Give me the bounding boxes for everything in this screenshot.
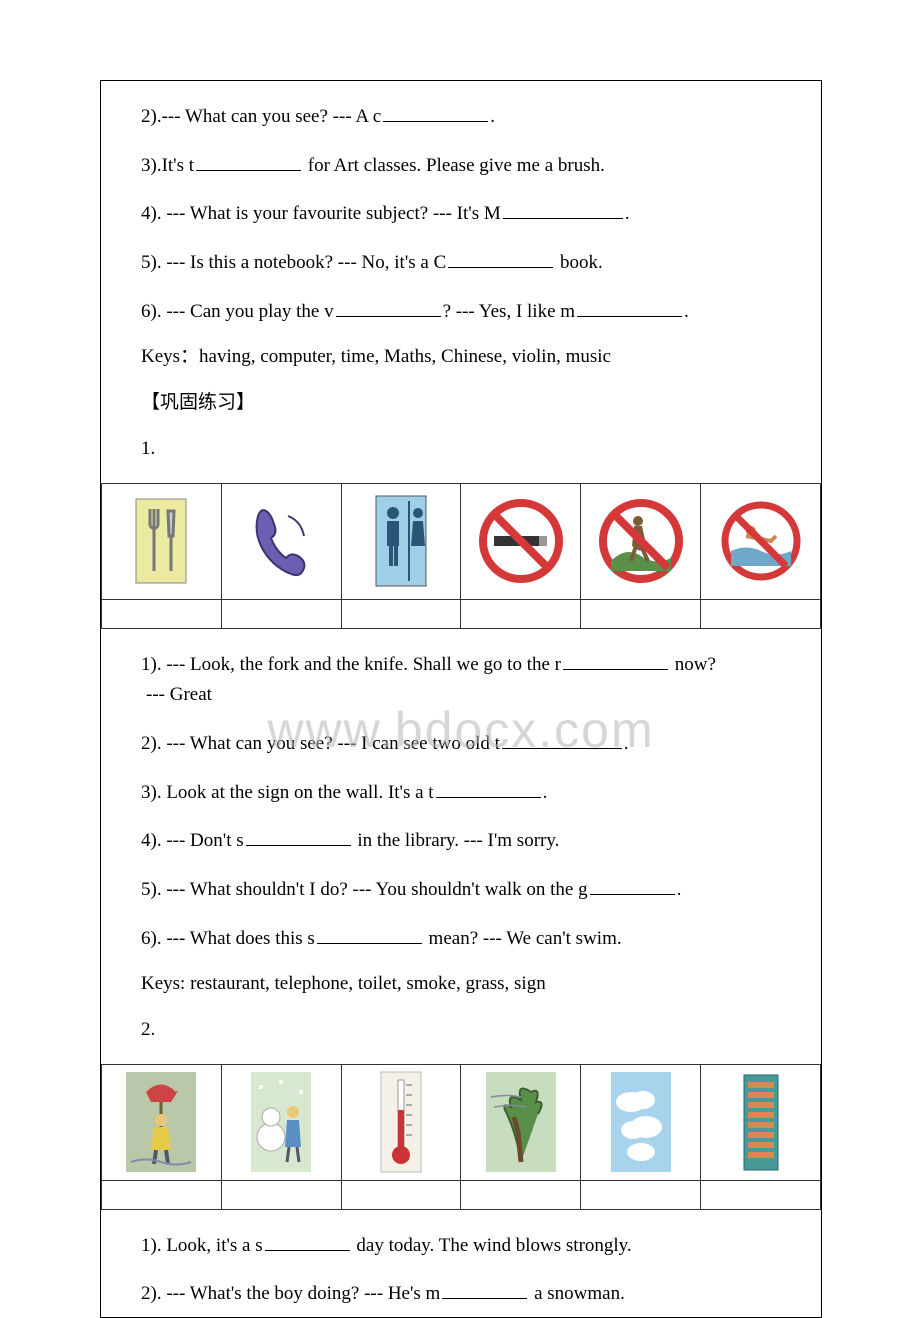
- stormy-day-icon: [102, 1064, 222, 1180]
- bottom-questions: 1). Look, it's a s day today. The wind b…: [101, 1231, 821, 1307]
- blank: [563, 650, 668, 670]
- num-2: 2.: [141, 1018, 801, 1043]
- q6-mid: ? --- Yes, I like m: [443, 301, 575, 322]
- mq1-cont: --- Great: [146, 683, 801, 708]
- q3-mid: for Art classes. Please give me a brush.: [303, 155, 605, 176]
- q5-suffix: book.: [555, 252, 603, 273]
- q6: 6). --- Can you play the v ? --- Yes, I l…: [141, 297, 801, 325]
- image-table-1: [101, 483, 821, 629]
- bq1: 1). Look, it's a s day today. The wind b…: [141, 1231, 801, 1259]
- top-questions: 2).--- What can you see? --- A c. 3).It'…: [101, 102, 821, 462]
- mq4-t1: 4). --- Don't s: [141, 830, 244, 851]
- no-smoking-icon: [461, 483, 581, 599]
- blank: [317, 924, 422, 944]
- num-1: 1.: [141, 437, 801, 462]
- snowman-boy-icon: [221, 1064, 341, 1180]
- mq2: 2). --- What can you see? --- I can see …: [141, 729, 801, 757]
- blank: [448, 248, 553, 268]
- q4-suffix: .: [625, 203, 630, 224]
- mq6: 6). --- What does this s mean? --- We ca…: [141, 924, 801, 952]
- bq2: 2). --- What's the boy doing? --- He's m…: [141, 1279, 801, 1307]
- mq2-t1: 2). --- What can you see? --- I can see …: [141, 733, 500, 754]
- image-table-2: [101, 1064, 821, 1210]
- bq1-t2: day today. The wind blows strongly.: [352, 1235, 632, 1256]
- blank: [246, 826, 351, 846]
- q6-suffix: .: [684, 301, 689, 322]
- bq2-t2: a snowman.: [529, 1283, 625, 1304]
- blank: [196, 151, 301, 171]
- blank: [590, 875, 675, 895]
- q5-prefix: 5). --- Is this a notebook? --- No, it's…: [141, 252, 446, 273]
- toilet-sign-icon: [341, 483, 461, 599]
- windy-tree-icon: [461, 1064, 581, 1180]
- mq5-t2: .: [677, 879, 682, 900]
- bq2-t1: 2). --- What's the boy doing? --- He's m: [141, 1283, 440, 1304]
- q2: 2).--- What can you see? --- A c.: [141, 102, 801, 130]
- mq1-t1: 1). --- Look, the fork and the knife. Sh…: [141, 654, 561, 675]
- mq1: 1). --- Look, the fork and the knife. Sh…: [141, 650, 801, 678]
- q2-prefix: 2).--- What can you see? --- A c: [141, 106, 381, 127]
- cloudy-sky-icon: [581, 1064, 701, 1180]
- q5: 5). --- Is this a notebook? --- No, it's…: [141, 248, 801, 276]
- mq3: 3). Look at the sign on the wall. It's a…: [141, 778, 801, 806]
- blank: [265, 1231, 350, 1251]
- blank: [383, 102, 488, 122]
- blank: [503, 199, 623, 219]
- no-swimming-icon: [701, 483, 821, 599]
- mq4: 4). --- Don't s in the library. --- I'm …: [141, 826, 801, 854]
- mq3-t1: 3). Look at the sign on the wall. It's a…: [141, 782, 434, 803]
- mq3-t2: .: [543, 782, 548, 803]
- mid-questions: 1). --- Look, the fork and the knife. Sh…: [101, 650, 821, 1043]
- section-label: 【巩固练习】: [141, 391, 801, 416]
- q3: 3).It's t for Art classes. Please give m…: [141, 151, 801, 179]
- mq1-t2: now?: [670, 654, 716, 675]
- blank: [336, 297, 441, 317]
- q3-prefix: 3).It's t: [141, 155, 194, 176]
- mq4-t2: in the library. --- I'm sorry.: [353, 830, 560, 851]
- q4-prefix: 4). --- What is your favourite subject? …: [141, 203, 501, 224]
- q2-suffix: .: [490, 106, 495, 127]
- blank: [442, 1279, 527, 1299]
- telephone-icon: [221, 483, 341, 599]
- q6-prefix: 6). --- Can you play the v: [141, 301, 334, 322]
- blank: [577, 297, 682, 317]
- blank: [502, 729, 622, 749]
- blank: [436, 778, 541, 798]
- page: www.bdocx.com 2).--- What can you see? -…: [0, 0, 920, 1302]
- mq5: 5). --- What shouldn't I do? --- You sho…: [141, 875, 801, 903]
- q4: 4). --- What is your favourite subject? …: [141, 199, 801, 227]
- building-icon: [701, 1064, 821, 1180]
- content-box: www.bdocx.com 2).--- What can you see? -…: [100, 80, 822, 1318]
- mq2-t2: .: [624, 733, 629, 754]
- thermometer-icon: [341, 1064, 461, 1180]
- bq1-t1: 1). Look, it's a s: [141, 1235, 263, 1256]
- mq6-t1: 6). --- What does this s: [141, 928, 315, 949]
- keys-2: Keys: restaurant, telephone, toilet, smo…: [141, 972, 801, 997]
- mq5-t1: 5). --- What shouldn't I do? --- You sho…: [141, 879, 588, 900]
- keys-1: Keys：having, computer, time, Maths, Chin…: [141, 345, 801, 370]
- mq6-t2: mean? --- We can't swim.: [424, 928, 622, 949]
- no-walking-grass-icon: [581, 483, 701, 599]
- fork-knife-icon: [102, 483, 222, 599]
